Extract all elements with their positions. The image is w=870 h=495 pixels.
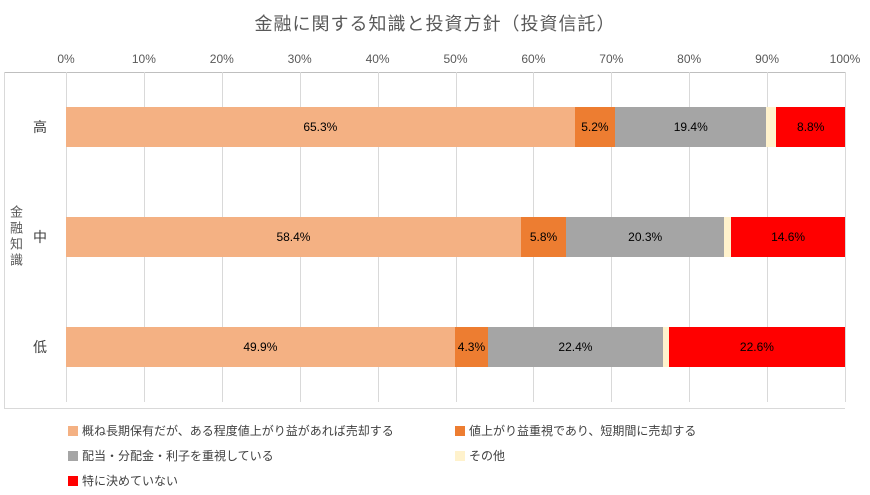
x-axis-tick-label: 50% [443,52,468,66]
legend-item: 値上がり益重視であり、短期間に売却する [455,418,846,443]
x-axis-tick-label: 30% [287,52,312,66]
bar-row: 65.3% 5.2% 19.4% 8.8% [66,107,845,147]
legend-item: 配当・分配金・利子を重視している [68,443,455,468]
x-axis-tick-label: 60% [521,52,546,66]
data-label: 22.4% [558,340,593,354]
x-axis-tick-label: 70% [599,52,624,66]
x-axis-tick-label: 90% [755,52,780,66]
legend-marker [68,425,78,436]
data-label: 5.8% [529,230,558,244]
y-axis-title: 金融知識 [8,205,23,269]
data-label: 65.3% [303,120,338,134]
category-label: 中 [33,229,47,245]
data-label: 20.3% [628,230,663,244]
plot-border-left [4,72,5,408]
bar-segment: 8.8% [776,107,845,147]
x-axis-tick-label: 80% [677,52,702,66]
legend-item: その他 [455,443,846,468]
bar-row: 58.4% 5.8% 20.3% 14.6% [66,217,845,257]
legend-item: 概ね長期保有だが、ある程度値上がり益があれば売却する [68,418,455,443]
legend-item: 特に決めていない [68,468,455,493]
bar-segment: 65.3% [66,107,575,147]
x-axis-tick-label: 10% [131,52,156,66]
data-label: 19.4% [673,120,708,134]
legend-marker [68,450,78,461]
bar-segment [662,327,669,367]
bar-segment: 58.4% [66,217,521,257]
legend-label: 値上がり益重視であり、短期間に売却する [469,424,697,438]
gridline [845,72,846,402]
bar-segment: 4.3% [454,327,489,367]
bar-segment: 22.6% [668,327,845,367]
legend-label: 特に決めていない [82,474,179,488]
data-label: 49.9% [243,340,278,354]
bar-segment: 20.3% [566,217,725,257]
legend: 概ね長期保有だが、ある程度値上がり益があれば売却する 値上がり益重視であり、短期間… [68,418,846,493]
x-axis-tick-label: 20% [209,52,234,66]
legend-label: その他 [469,449,506,463]
data-label: 58.4% [276,230,311,244]
category-axis: 高中低 [22,72,58,402]
category-label: 高 [33,119,47,135]
bar-segment: 5.8% [520,217,567,257]
bar-segment [724,217,732,257]
data-label: 8.8% [797,120,825,134]
legend-marker [68,475,78,486]
bar-segment: 19.4% [615,107,767,147]
x-axis-tick-label: 40% [365,52,390,66]
data-label: 22.6% [739,340,774,354]
data-label: 5.2% [581,120,609,134]
data-label: 14.6% [771,230,806,244]
bar-segment: 49.9% [66,327,455,367]
plot-border-bottom [4,408,845,409]
bar-segment: 22.4% [488,327,663,367]
legend-label: 概ね長期保有だが、ある程度値上がり益があれば売却する [82,424,394,438]
chart-title: 金融に関する知識と投資方針（投資信託） [254,14,616,34]
legend-marker [455,425,465,436]
x-axis: 0% 10% 20% 30% 40% 50% 60% 70% 80% 90% 100% [57,52,860,68]
legend-marker [455,450,465,461]
x-axis-tick-label: 100% [829,52,861,66]
category-label: 低 [33,339,47,355]
axis-line [4,72,845,73]
bar-segment [766,107,777,147]
bar-segment: 5.2% [574,107,616,147]
data-label: 4.3% [457,340,486,354]
x-axis-tick-label: 0% [57,52,75,66]
bar-segment: 14.6% [731,217,845,257]
bar-row: 49.9% 4.3% 22.4% 22.6% [66,327,845,367]
plot-area: 65.3% 5.2% 19.4% 8.8% 58.4% 5.8% 20.3% 14.6% 49.… [66,72,846,402]
legend-label: 配当・分配金・利子を重視している [82,449,274,463]
